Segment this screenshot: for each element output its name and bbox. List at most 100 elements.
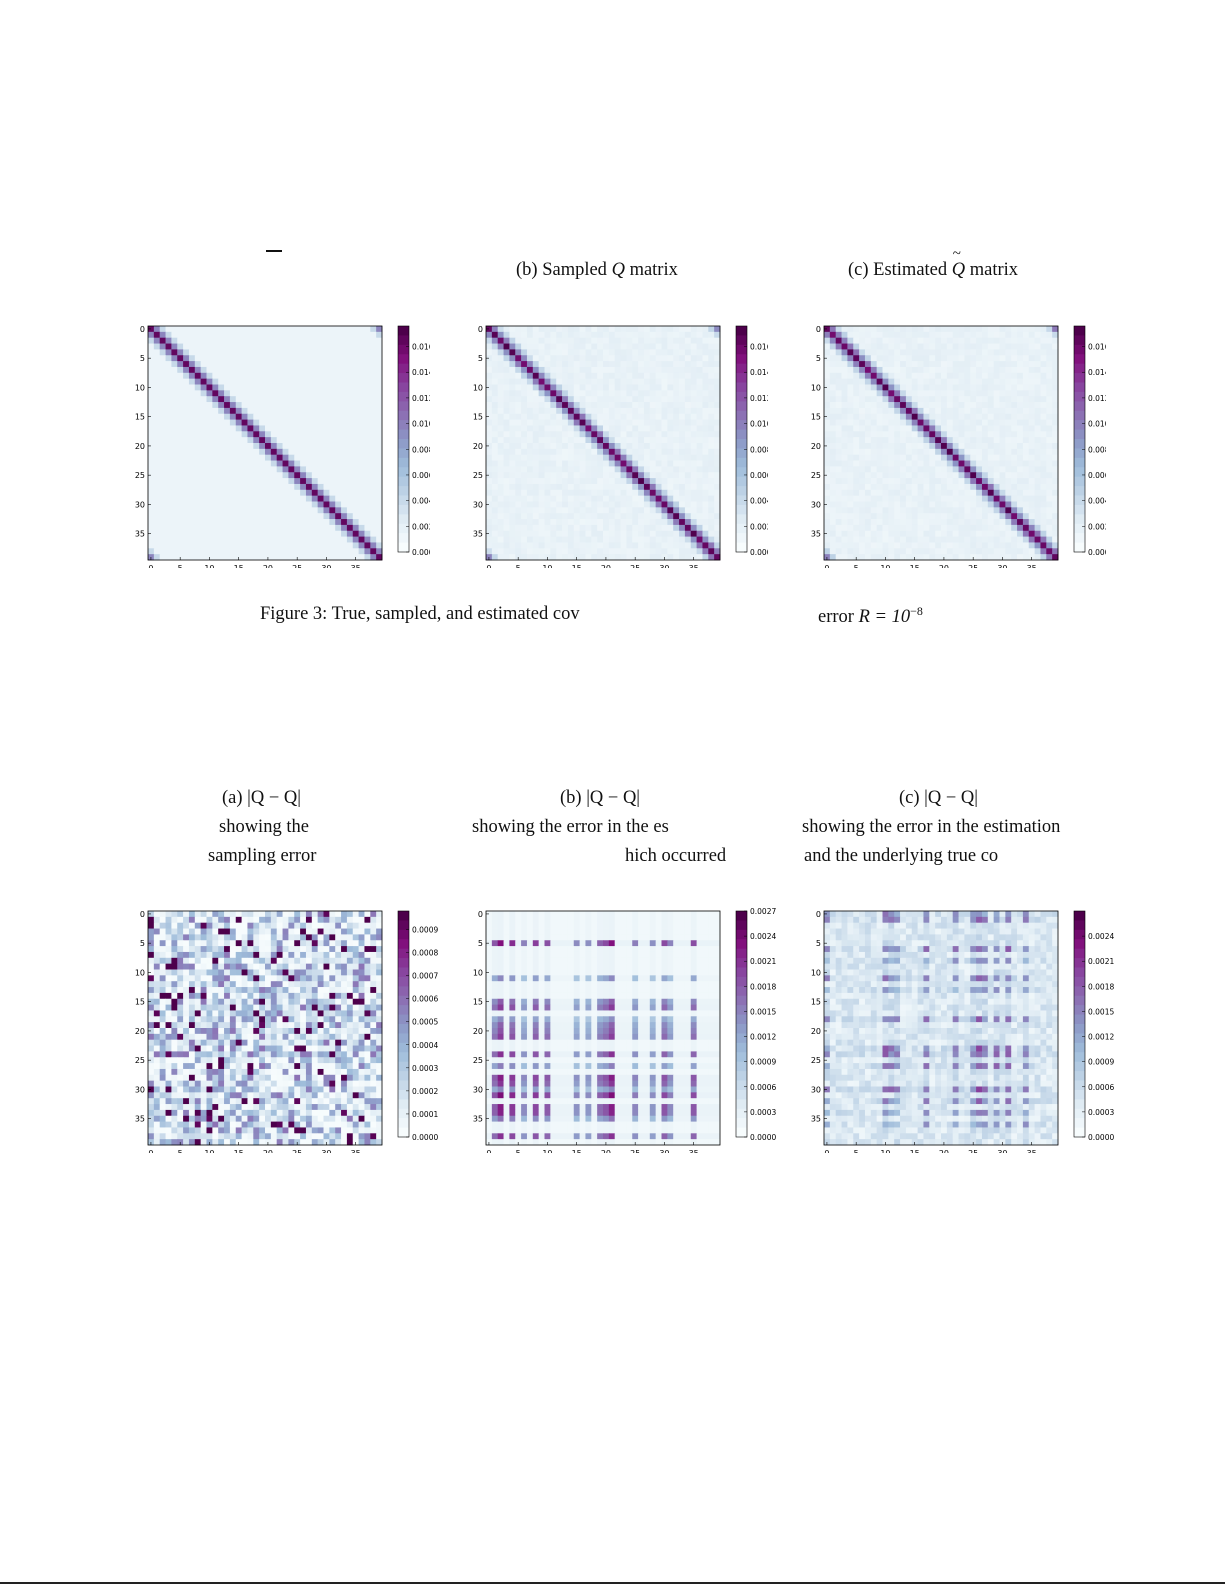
heatmap-cell <box>608 407 616 415</box>
heatmap-cell <box>905 407 913 415</box>
heatmap-cell <box>987 366 995 374</box>
heatmap-cell <box>870 519 878 526</box>
heatmap-cell <box>841 361 848 368</box>
heatmap-cell <box>585 536 592 543</box>
heatmap-cell <box>212 548 219 555</box>
heatmap-cell <box>696 524 703 532</box>
heatmap-cell <box>708 448 715 456</box>
heatmap-cell <box>497 548 504 555</box>
heatmap-cell <box>346 384 354 391</box>
heatmap-cell <box>556 513 563 520</box>
colorbar-band <box>398 391 409 402</box>
heatmap-cell <box>300 460 307 467</box>
heatmap-cell <box>346 443 354 450</box>
heatmap-cell <box>1034 431 1041 438</box>
heatmap-cell <box>684 472 692 479</box>
heatmap-cell <box>1022 366 1030 374</box>
heatmap-cell <box>253 355 260 362</box>
heatmap-cell <box>673 460 680 467</box>
heatmap-cell <box>993 448 1000 456</box>
heatmap-cell <box>352 460 359 467</box>
heatmap-cell <box>591 548 598 555</box>
heatmap-cell <box>638 372 645 380</box>
heatmap-cell <box>964 378 971 385</box>
heatmap-cell <box>200 472 207 479</box>
heatmap-cell <box>649 478 657 485</box>
heatmap-cell <box>673 524 680 532</box>
heatmap-cell <box>159 536 166 543</box>
heatmap-cell <box>870 396 878 403</box>
heatmap-cell <box>335 519 342 526</box>
heatmap-cell <box>224 337 231 344</box>
heatmap-cell <box>684 390 692 397</box>
heatmap-cell <box>835 454 842 461</box>
heatmap-cell <box>282 402 289 409</box>
heatmap-cell <box>649 548 657 555</box>
heatmap-cell <box>159 501 166 508</box>
heatmap-cell <box>550 337 557 344</box>
heatmap-cell <box>841 530 848 537</box>
heatmap-cell <box>638 501 645 508</box>
heatmap-cell <box>941 378 948 385</box>
heatmap-cell <box>829 378 837 385</box>
heatmap-cell <box>603 378 610 385</box>
heatmap-cell <box>503 495 510 502</box>
heatmap-cell <box>358 402 365 409</box>
heatmap-cell <box>853 513 860 520</box>
heatmap-cell <box>673 519 680 526</box>
heatmap-cell <box>503 524 510 532</box>
heatmap-cell <box>515 361 522 368</box>
colorbar-band <box>1074 344 1085 355</box>
heatmap-cell <box>194 519 202 526</box>
heatmap-cell <box>900 390 907 397</box>
heatmap-cell <box>981 448 989 456</box>
heatmap-cell <box>981 524 989 532</box>
heatmap-cell <box>935 343 942 350</box>
heatmap-cell <box>247 419 254 426</box>
heatmap-cell <box>824 349 831 356</box>
heatmap-cell <box>1028 443 1035 450</box>
heatmap-cell <box>532 437 540 444</box>
heatmap-cell <box>376 478 383 485</box>
heatmap-cell <box>317 337 324 344</box>
heatmap-cell <box>1022 402 1030 409</box>
heatmap-cell <box>317 472 324 479</box>
heatmap-cell <box>323 355 330 362</box>
heatmap-cell <box>153 524 161 532</box>
heatmap-cell <box>976 419 983 426</box>
heatmap-cell <box>556 437 563 444</box>
heatmap-cell <box>486 524 493 532</box>
heatmap-cell <box>597 331 604 339</box>
heatmap-cell <box>165 437 172 444</box>
heatmap-cell <box>911 437 918 444</box>
heatmap-cell <box>632 454 639 461</box>
heatmap-cell <box>171 390 178 397</box>
heatmap-cell <box>509 326 516 333</box>
heatmap-cell <box>276 495 283 502</box>
colorbar-tick-label: 0.012 <box>412 394 430 403</box>
heatmap-cell <box>229 472 237 479</box>
heatmap-cell <box>573 366 580 374</box>
heatmap-cell <box>218 361 225 368</box>
colorbar-band <box>736 344 747 355</box>
heatmap-cell <box>1052 361 1059 368</box>
heatmap-cell <box>346 448 354 456</box>
heatmap-cell <box>608 337 616 344</box>
heatmap-cell <box>1028 343 1035 350</box>
heatmap-cell <box>911 425 918 432</box>
heatmap-cell <box>358 390 365 397</box>
heatmap-cell <box>649 513 657 520</box>
heatmap-cell <box>270 524 278 532</box>
heatmap-cell <box>1011 431 1018 438</box>
heatmap-cell <box>294 331 301 339</box>
heatmap-cell <box>270 431 278 438</box>
heatmap-cell <box>923 466 930 473</box>
heatmap-cell <box>946 349 954 356</box>
heatmap-cell <box>981 507 989 514</box>
heatmap-cell <box>200 407 207 415</box>
heatmap-cell <box>346 343 354 350</box>
heatmap-cell <box>591 554 598 561</box>
heatmap-cell <box>305 355 313 362</box>
heatmap-cell <box>829 495 837 502</box>
heatmap-cell <box>358 396 365 403</box>
